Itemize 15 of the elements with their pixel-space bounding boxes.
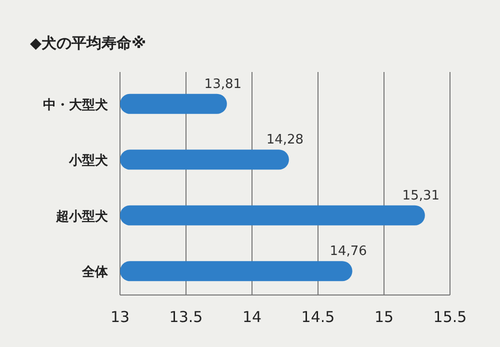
x-tick-label: 15 [374,308,394,326]
x-tick-label: 13.5 [169,308,203,326]
data-label: 13,81 [204,76,242,92]
x-tick-label: 13 [110,308,130,326]
chart-title: ◆犬の平均寿命※ [30,34,146,52]
x-tick-label: 14 [242,308,262,326]
x-tick-label: 14.5 [301,308,335,326]
data-label: 15,31 [402,188,440,204]
data-label: 14,76 [330,244,367,260]
x-tick-label: 15.5 [433,308,467,326]
y-tick-label: 中・大型犬 [43,98,109,113]
y-tick-label: 超小型犬 [55,209,109,224]
y-tick-label: 小型犬 [68,154,109,169]
y-tick-label: 全体 [81,265,109,280]
data-label: 14,28 [266,132,304,148]
